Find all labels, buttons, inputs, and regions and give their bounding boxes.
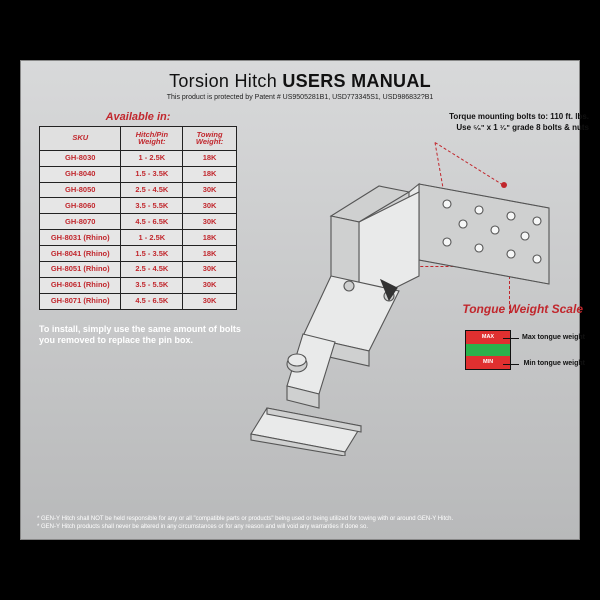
table-row: GH-80401.5 - 3.5K18K <box>40 166 237 182</box>
table-header-row: SKU Hitch/Pin Weight: Towing Weight: <box>40 127 237 151</box>
table-body: GH-80301 - 2.5K18KGH-80401.5 - 3.5K18KGH… <box>40 150 237 309</box>
table-row: GH-80704.5 - 6.5K30K <box>40 214 237 230</box>
cell-tw: 18K <box>183 150 237 166</box>
available-label: Available in: <box>39 111 237 123</box>
cell-tw: 30K <box>183 261 237 277</box>
cell-tw: 30K <box>183 277 237 293</box>
cell-tw: 18K <box>183 230 237 246</box>
cell-sku: GH-8071 (Rhino) <box>40 293 121 309</box>
torque-line-1: Torque mounting bolts to: 110 ft. lbs. <box>429 112 589 123</box>
cell-hp: 3.5 - 5.5K <box>121 198 183 214</box>
cell-sku: GH-8041 (Rhino) <box>40 246 121 262</box>
cell-tw: 30K <box>183 182 237 198</box>
col-hp: Hitch/Pin Weight: <box>121 127 183 151</box>
install-note: To install, simply use the same amount o… <box>39 324 249 347</box>
cell-sku: GH-8050 <box>40 182 121 198</box>
disclaimer-1: GEN-Y Hitch shall NOT be held responsibl… <box>37 515 563 523</box>
title-bold: USERS MANUAL <box>282 71 431 91</box>
hitch-diagram: Torque mounting bolts to: 110 ft. lbs. U… <box>249 106 589 466</box>
cell-sku: GH-8031 (Rhino) <box>40 230 121 246</box>
cell-hp: 1 - 2.5K <box>121 230 183 246</box>
cell-tw: 30K <box>183 214 237 230</box>
col-sku: SKU <box>40 127 121 151</box>
sku-table-wrap: Available in: SKU Hitch/Pin Weight: Towi… <box>39 111 237 346</box>
cell-sku: GH-8070 <box>40 214 121 230</box>
hitch-icon <box>249 126 569 456</box>
col-tw: Towing Weight: <box>183 127 237 151</box>
cell-hp: 4.5 - 6.5K <box>121 293 183 309</box>
table-row: GH-8031 (Rhino)1 - 2.5K18K <box>40 230 237 246</box>
cell-sku: GH-8051 (Rhino) <box>40 261 121 277</box>
page-title: Torsion Hitch USERS MANUAL <box>21 71 579 92</box>
cell-hp: 1 - 2.5K <box>121 150 183 166</box>
manual-page: Torsion Hitch USERS MANUAL This product … <box>20 60 580 540</box>
sku-table: SKU Hitch/Pin Weight: Towing Weight: GH-… <box>39 126 237 310</box>
cell-hp: 2.5 - 4.5K <box>121 261 183 277</box>
cell-tw: 18K <box>183 166 237 182</box>
cell-hp: 3.5 - 5.5K <box>121 277 183 293</box>
table-row: GH-80502.5 - 4.5K30K <box>40 182 237 198</box>
cell-hp: 1.5 - 3.5K <box>121 246 183 262</box>
cell-tw: 30K <box>183 198 237 214</box>
table-row: GH-8041 (Rhino)1.5 - 3.5K18K <box>40 246 237 262</box>
cell-hp: 2.5 - 4.5K <box>121 182 183 198</box>
cell-tw: 30K <box>183 293 237 309</box>
patent-subtitle: This product is protected by Patent # US… <box>21 94 579 101</box>
cell-tw: 18K <box>183 246 237 262</box>
content-area: Available in: SKU Hitch/Pin Weight: Towi… <box>39 111 569 499</box>
cell-sku: GH-8040 <box>40 166 121 182</box>
table-row: GH-80301 - 2.5K18K <box>40 150 237 166</box>
disclaimer-2: GEN-Y Hitch products shall never be alte… <box>37 523 563 531</box>
title-block: Torsion Hitch USERS MANUAL This product … <box>21 61 579 103</box>
table-row: GH-8061 (Rhino)3.5 - 5.5K30K <box>40 277 237 293</box>
cell-sku: GH-8030 <box>40 150 121 166</box>
cell-hp: 1.5 - 3.5K <box>121 166 183 182</box>
cell-sku: GH-8061 (Rhino) <box>40 277 121 293</box>
table-row: GH-8071 (Rhino)4.5 - 6.5K30K <box>40 293 237 309</box>
title-light: Torsion Hitch <box>169 71 282 91</box>
disclaimer-block: GEN-Y Hitch shall NOT be held responsibl… <box>37 515 563 531</box>
cell-hp: 4.5 - 6.5K <box>121 214 183 230</box>
table-row: GH-80603.5 - 5.5K30K <box>40 198 237 214</box>
cell-sku: GH-8060 <box>40 198 121 214</box>
table-row: GH-8051 (Rhino)2.5 - 4.5K30K <box>40 261 237 277</box>
